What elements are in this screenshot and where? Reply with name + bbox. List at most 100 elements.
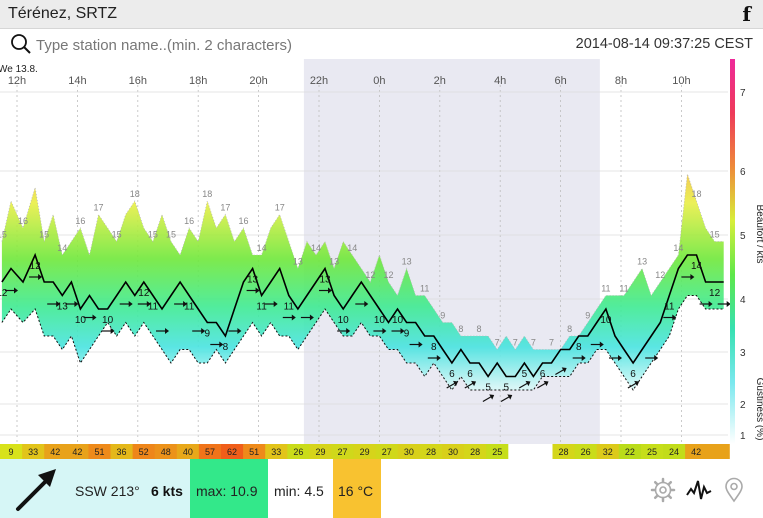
wind-arrow-mark bbox=[627, 380, 640, 389]
wind-arrow-head bbox=[634, 380, 640, 387]
wind-arrow-mark bbox=[681, 274, 695, 280]
title-bar: Térénez, SRTZ f bbox=[0, 0, 763, 29]
day-label: We 13.8. bbox=[0, 64, 38, 75]
max-data-label: 13 bbox=[293, 257, 303, 267]
max-data-label: 8 bbox=[477, 324, 482, 334]
wind-arrow-mark bbox=[65, 301, 79, 307]
max-data-label: 9 bbox=[440, 311, 445, 321]
wind-speed-text: 6 kts bbox=[151, 483, 183, 499]
wind-arrow-mark bbox=[29, 274, 43, 280]
max-data-label: 14 bbox=[347, 243, 357, 253]
wind-arrow-head bbox=[219, 341, 224, 348]
wind-arrow-head bbox=[436, 355, 441, 361]
avg-data-label: 10 bbox=[338, 315, 350, 326]
facebook-icon[interactable]: f bbox=[742, 2, 751, 26]
wind-arrow-head bbox=[14, 287, 18, 294]
wind-arrow-head bbox=[507, 394, 513, 400]
wind-arrow-head bbox=[110, 328, 115, 334]
gust-cell-label: 52 bbox=[139, 447, 149, 457]
max-data-label: 18 bbox=[691, 189, 701, 199]
max-data-label: 13 bbox=[637, 257, 647, 267]
avg-data-label: 10 bbox=[102, 315, 114, 326]
graph-icon[interactable] bbox=[686, 477, 712, 503]
wind-arrow-mark bbox=[609, 355, 622, 361]
wind-arrow-head bbox=[183, 301, 188, 307]
gust-cell-label: 27 bbox=[382, 447, 392, 457]
wind-arrow-head bbox=[452, 380, 458, 387]
wind-arrow-mark bbox=[83, 314, 97, 321]
avg-data-label: 10 bbox=[374, 315, 386, 326]
gust-cell-label: 9 bbox=[9, 447, 14, 457]
x-tick-label: 14h bbox=[68, 75, 86, 87]
gust-cell bbox=[640, 444, 664, 459]
gust-cell-label: 28 bbox=[559, 447, 569, 457]
gust-cell-label: 42 bbox=[50, 447, 60, 457]
wind-arrow-head bbox=[201, 328, 206, 334]
avg-data-label: 10 bbox=[600, 315, 612, 326]
wind-arrow-head bbox=[708, 301, 713, 307]
page-title: Térénez, SRTZ bbox=[8, 5, 118, 22]
chart-arrows bbox=[5, 274, 731, 403]
avg-data-label: 10 bbox=[392, 315, 404, 326]
wind-arrow-mark bbox=[174, 301, 188, 307]
max-data-label: 17 bbox=[275, 203, 285, 213]
search-input[interactable] bbox=[36, 34, 436, 56]
avg-data-label: 11 bbox=[184, 302, 195, 313]
gust-cell-label: 51 bbox=[94, 447, 104, 457]
wind-arrow-head bbox=[672, 314, 677, 321]
gear-icon[interactable] bbox=[650, 477, 676, 503]
max-data-label: 12 bbox=[383, 270, 393, 280]
beaufort-tick-label: 1 bbox=[740, 431, 746, 442]
temperature-text: 16 °C bbox=[338, 483, 374, 499]
wind-arrow-mark bbox=[373, 328, 387, 334]
wind-arrow-head bbox=[599, 341, 604, 348]
gust-cell-label: 33 bbox=[28, 447, 38, 457]
gust-cell-label: 28 bbox=[470, 447, 480, 457]
gust-cell-label: 29 bbox=[315, 447, 325, 457]
max-data-label: 17 bbox=[94, 203, 104, 213]
gust-cell bbox=[22, 444, 45, 459]
gust-cell-label: 28 bbox=[426, 447, 436, 457]
gust-cell-label: 25 bbox=[647, 447, 657, 457]
wind-arrow-head bbox=[382, 328, 387, 334]
avg-data-label: 12 bbox=[0, 288, 8, 299]
datetime-label: 2014-08-14 09:37:25 CEST bbox=[575, 36, 753, 52]
avg-data-label: 12 bbox=[709, 288, 721, 299]
gust-cell bbox=[375, 444, 399, 459]
wind-arrow-head bbox=[146, 301, 151, 307]
max-data-label: 15 bbox=[148, 230, 158, 240]
gust-cell bbox=[464, 444, 487, 459]
gust-cell bbox=[331, 444, 355, 459]
gust-cell-label: 25 bbox=[492, 447, 502, 457]
gust-cell-label: 26 bbox=[293, 447, 303, 457]
max-speed-text: max: 10.9 bbox=[196, 483, 258, 499]
max-data-label: 18 bbox=[130, 189, 140, 199]
max-data-label: 14 bbox=[673, 243, 683, 253]
max-data-label: 17 bbox=[220, 203, 230, 213]
max-data-label: 14 bbox=[257, 243, 267, 253]
x-tick-label: 8h bbox=[615, 75, 627, 87]
wind-chart[interactable]: 1516151416171518151516181716141713141314… bbox=[0, 59, 763, 459]
max-data-label: 14 bbox=[57, 243, 67, 253]
avg-data-label: 11 bbox=[664, 302, 675, 313]
wind-arrow-mark bbox=[537, 380, 549, 389]
x-tick-label: 6h bbox=[554, 75, 566, 87]
gust-cell-label: 40 bbox=[183, 447, 193, 457]
wind-arrow-mark bbox=[555, 367, 567, 376]
gust-cell bbox=[287, 444, 310, 459]
wind-arrow-head bbox=[561, 367, 567, 373]
chart-areas bbox=[1, 174, 724, 390]
gust-cell bbox=[44, 444, 67, 459]
wind-arrow-head bbox=[690, 274, 695, 280]
wind-arrow-mark bbox=[264, 301, 278, 307]
max-data-label: 12 bbox=[655, 270, 665, 280]
min-speed-text: min: 4.5 bbox=[274, 483, 324, 499]
max-data-label: 7 bbox=[495, 338, 500, 348]
max-data-label: 15 bbox=[710, 230, 720, 240]
wind-arrow-mark bbox=[47, 301, 61, 307]
search-icon[interactable] bbox=[10, 33, 32, 55]
location-pin-icon[interactable] bbox=[721, 477, 747, 503]
avg-data-label: 9 bbox=[204, 329, 210, 340]
max-panel bbox=[190, 459, 268, 518]
wind-arrow-head bbox=[273, 301, 278, 307]
